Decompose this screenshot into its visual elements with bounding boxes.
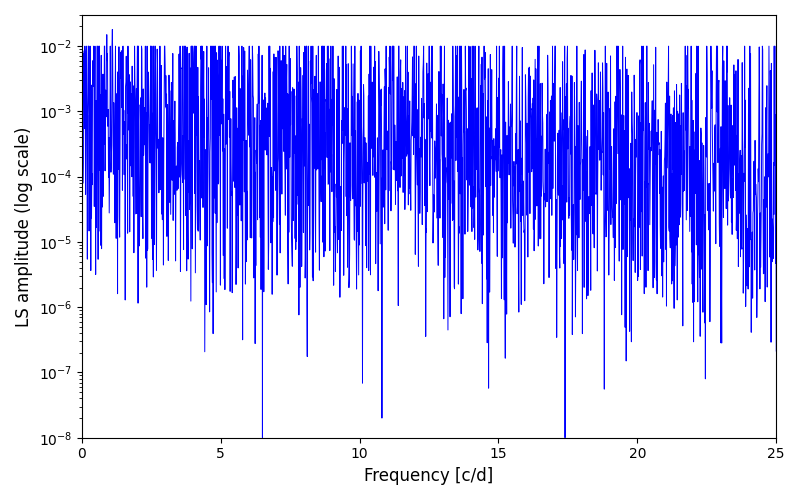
- Y-axis label: LS amplitude (log scale): LS amplitude (log scale): [15, 126, 33, 326]
- X-axis label: Frequency [c/d]: Frequency [c/d]: [364, 467, 494, 485]
